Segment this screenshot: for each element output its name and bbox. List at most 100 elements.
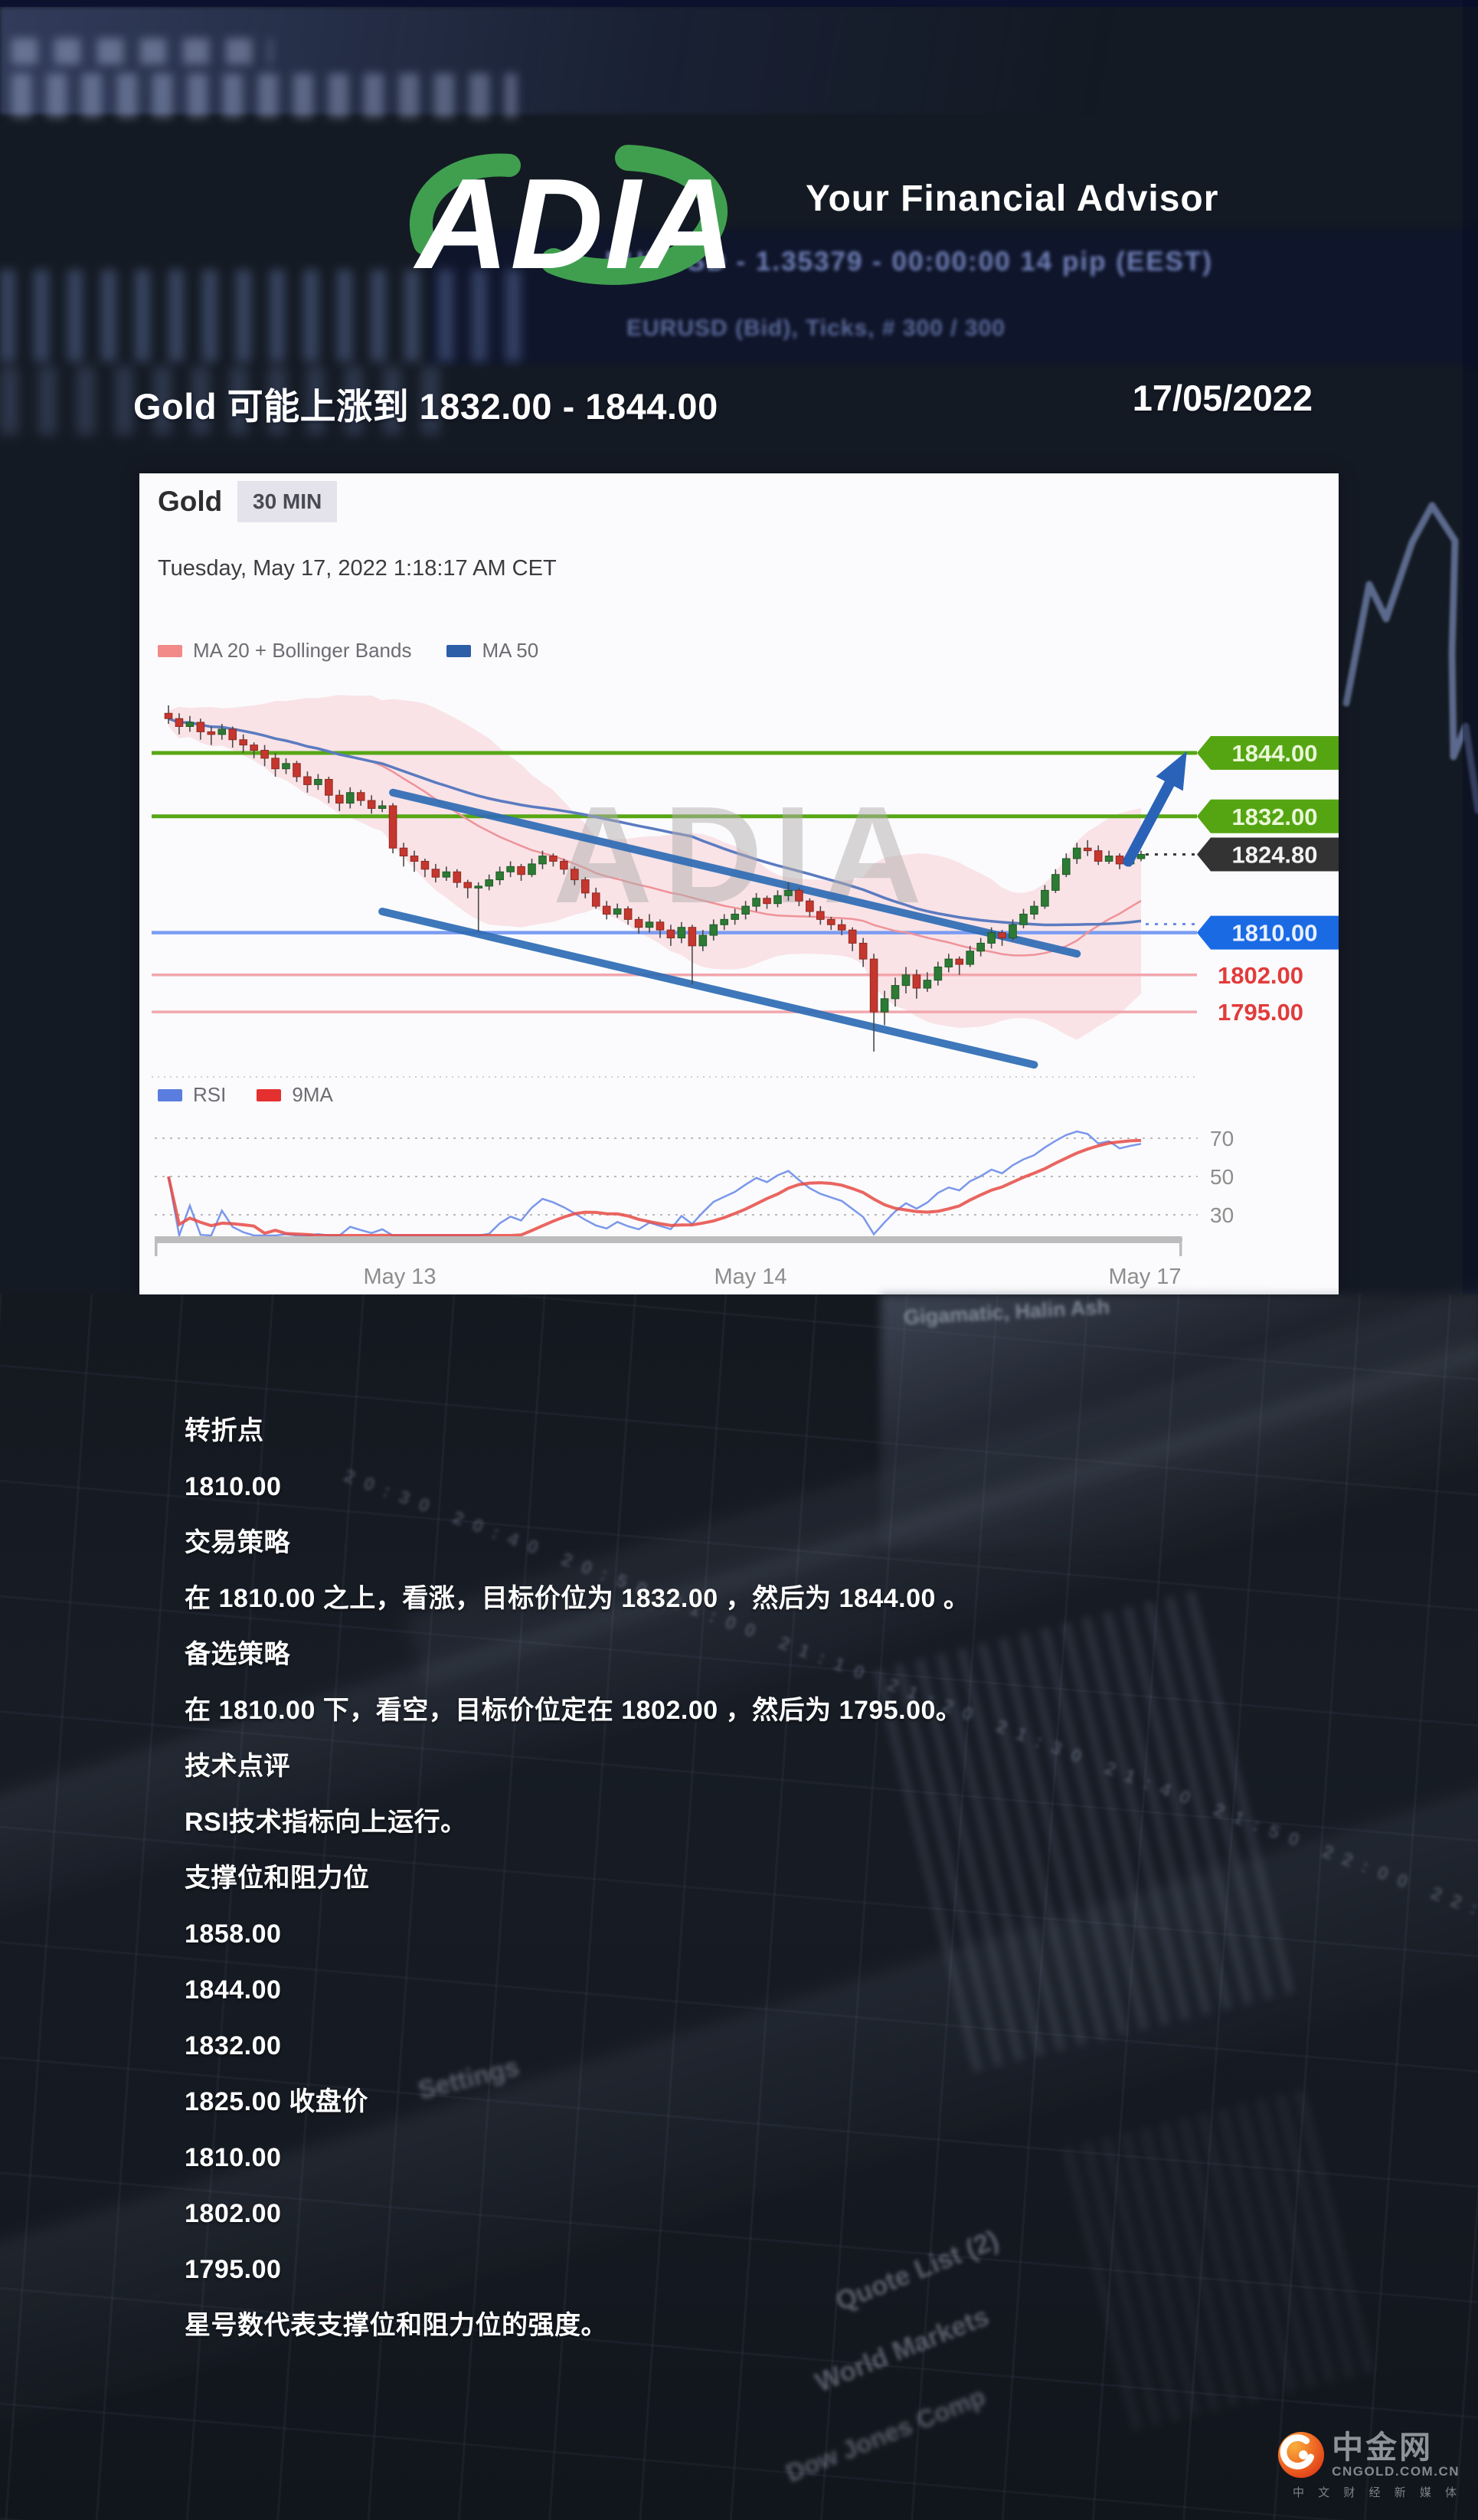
background-wedge	[881, 1294, 1478, 1547]
analysis-line: 1810.00	[185, 2143, 282, 2172]
legend-label: 9MA	[292, 1083, 333, 1106]
chart-timestamp: Tuesday, May 17, 2022 1:18:17 AM CET	[158, 556, 557, 581]
candle-body	[848, 929, 857, 944]
candle-body	[987, 932, 996, 944]
candle-body	[538, 856, 547, 865]
x-axis-bar	[155, 1236, 1182, 1243]
legend-item-rsi: RSI	[158, 1083, 226, 1107]
cngold-slogan: 中 文 财 经 新 媒 体	[1293, 2486, 1463, 2499]
candle-body	[571, 869, 579, 881]
candle-body	[837, 924, 846, 931]
legend-label: MA 50	[482, 639, 539, 662]
price-chart-svg: ADIA1844.001832.001824.801810.001802.001…	[152, 695, 1339, 1289]
candle-body	[698, 934, 708, 947]
candle-body	[196, 722, 205, 732]
price-tag	[1197, 915, 1339, 950]
candle-body	[175, 718, 184, 728]
legend-item-ma20: MA 20 + Bollinger Bands	[158, 639, 411, 663]
legend-label: MA 20 + Bollinger Bands	[193, 639, 412, 662]
ma50-swatch-icon	[446, 644, 472, 657]
price-tag-text: 1844.00	[1231, 740, 1317, 767]
candle-body	[1019, 913, 1028, 925]
cngold-logo: 中金网 CNGOLD.COM.CN 中 文 财 经 新 媒 体	[1278, 2430, 1463, 2500]
x-axis-date-label: May 13	[363, 1265, 436, 1289]
analysis-line: 1858.00	[185, 1919, 282, 1949]
candle-body	[955, 958, 964, 965]
candle-body	[634, 918, 643, 928]
candle-body	[858, 942, 868, 960]
report-date: 17/05/2022	[1132, 378, 1313, 418]
projection-arrow-head	[1156, 751, 1187, 791]
candle-body	[431, 869, 440, 878]
legend-item-9ma: 9MA	[257, 1083, 333, 1107]
candle-body	[185, 722, 195, 728]
candle-body	[388, 805, 397, 849]
analysis-line: 备选策略	[185, 1640, 290, 1669]
candle-body	[399, 847, 408, 857]
rsi-line	[167, 1130, 1142, 1239]
logo-swoosh-left	[410, 153, 521, 255]
candle-body	[731, 913, 739, 920]
candle-body	[623, 908, 633, 920]
candle-body	[806, 900, 814, 912]
candle-body	[420, 860, 430, 870]
analysis-line: 1832.00	[185, 2031, 282, 2060]
blurred-quote-bars	[0, 366, 459, 435]
candle-body	[495, 871, 504, 881]
candle-body	[1136, 853, 1146, 859]
candle-body	[485, 879, 493, 887]
candle-body	[688, 927, 697, 947]
candle-body	[549, 856, 558, 862]
analysis-line: 在 1810.00 之上，看涨，目标价位为 1832.00 ，然后为 1844.…	[185, 1584, 970, 1613]
symbol-label: Gold	[158, 486, 223, 517]
candle-body	[1030, 905, 1038, 915]
candle-body	[335, 794, 344, 804]
trendline	[389, 788, 1081, 958]
candle-body	[528, 863, 536, 875]
candle-body	[271, 758, 280, 770]
candle-body	[560, 860, 568, 870]
candle-body	[303, 776, 312, 785]
rsi-tick-label: 70	[1210, 1127, 1234, 1150]
cngold-icon	[1278, 2431, 1325, 2479]
candle-body	[891, 985, 900, 1000]
chart-panel: Gold 30 MIN Tuesday, May 17, 2022 1:18:1…	[139, 473, 1339, 1294]
candle-body	[517, 866, 525, 875]
rsi-legend: RSI 9MA	[158, 1083, 333, 1107]
price-tag-text: 1832.00	[1231, 803, 1317, 830]
blurred-quote-bars	[0, 270, 528, 362]
logo-swoosh-right	[541, 145, 728, 285]
candle-body	[239, 739, 247, 746]
candle-body	[1041, 889, 1049, 907]
bollinger-band	[168, 695, 1141, 1040]
analysis-line: 1795.00	[185, 2255, 282, 2284]
page-title: Gold 可能上涨到 1832.00 - 1844.00	[133, 386, 718, 427]
analysis-line: 交易策略	[185, 1528, 290, 1557]
rsi-tick-label: 50	[1210, 1165, 1234, 1189]
candle-body	[378, 805, 387, 809]
candle-body	[410, 856, 419, 862]
candle-body	[666, 929, 675, 938]
cngold-name: 中金网	[1332, 2430, 1434, 2465]
price-tag	[1197, 736, 1339, 770]
candle-body	[1051, 874, 1060, 891]
trendline	[378, 908, 1038, 1069]
candle-body	[912, 974, 921, 989]
candle-body	[752, 898, 760, 907]
candle-body	[998, 932, 1006, 939]
ma50-line	[168, 717, 1142, 927]
candle-body	[944, 958, 953, 967]
analysis-line: 在 1810.00 下，看空，目标价位定在 1802.00 ，然后为 1795.…	[185, 1696, 963, 1725]
candle-body	[1072, 847, 1081, 859]
9ma-swatch-icon	[257, 1088, 282, 1101]
candle-body	[976, 942, 985, 952]
candle-body	[207, 731, 216, 735]
candle-body	[591, 892, 600, 907]
rsi-swatch-icon	[158, 1088, 182, 1101]
candle-body	[356, 792, 365, 801]
candle-body	[228, 728, 237, 741]
candle-body	[282, 763, 290, 770]
timeframe-badge: 30 MIN	[237, 481, 338, 522]
analysis-line: 1810.00	[185, 1472, 282, 1501]
candle-body	[816, 911, 825, 920]
